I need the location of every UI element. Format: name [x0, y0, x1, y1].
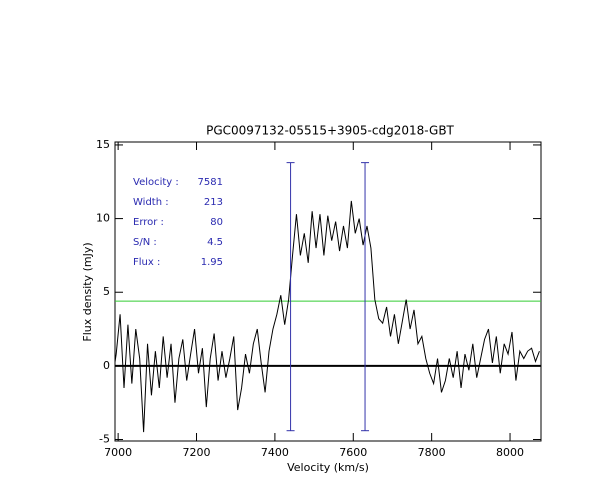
x-tick-label: 7400	[261, 446, 289, 459]
y-tick-label: -5	[99, 433, 110, 446]
annotation-label: Width :	[133, 197, 169, 208]
x-tick-label: 7600	[339, 446, 367, 459]
annotation-label: Flux :	[133, 257, 160, 268]
annotation-label: Error :	[133, 217, 164, 228]
x-tick-label: 7200	[183, 446, 211, 459]
y-axis-label: Flux density (mJy)	[81, 242, 94, 341]
x-tick-label: 8000	[496, 446, 524, 459]
x-tick-label: 7000	[104, 446, 132, 459]
annotation-value: 80	[210, 217, 223, 228]
y-tick-label: 5	[103, 285, 110, 298]
annotation-label: Velocity :	[133, 177, 179, 188]
annotation-value: 7581	[198, 177, 223, 188]
annotation-value: 4.5	[207, 237, 223, 248]
y-tick-label: 0	[103, 359, 110, 372]
annotation-label: S/N :	[133, 237, 157, 248]
x-tick-label: 7800	[418, 446, 446, 459]
plot-frame	[114, 141, 542, 442]
chart-title: PGC0097132-05515+3905-cdg2018-GBT	[206, 124, 454, 138]
annotation-value: 1.95	[201, 257, 223, 268]
y-tick-label: 15	[96, 138, 110, 151]
x-axis-label: Velocity (km/s)	[287, 461, 369, 474]
spectrum-line	[115, 200, 540, 433]
y-tick-label: 10	[96, 212, 110, 225]
annotation-value: 213	[204, 197, 223, 208]
